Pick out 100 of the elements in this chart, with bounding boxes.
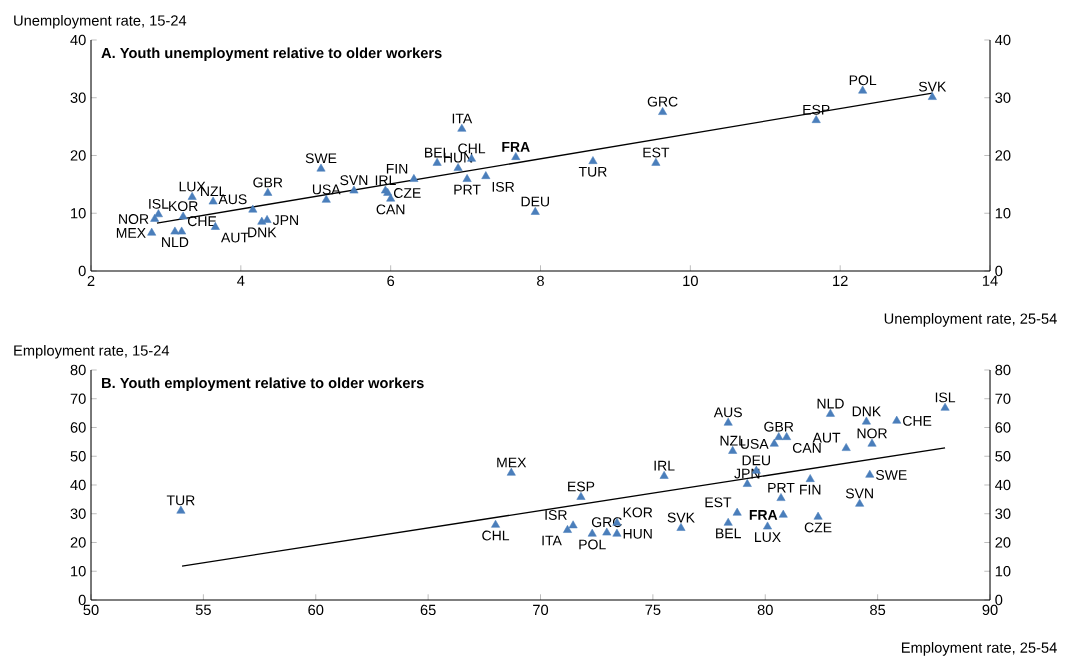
point xyxy=(811,115,821,123)
y2-tick-label: 50 xyxy=(995,450,1011,462)
y2-tick-label: 10 xyxy=(995,207,1011,219)
point xyxy=(177,226,187,235)
y2-tick-label: 20 xyxy=(995,150,1011,161)
annotation: AUS xyxy=(713,407,742,418)
y2-tick-label: 20 xyxy=(995,537,1011,548)
point xyxy=(805,474,815,482)
x-tick-label: 6 xyxy=(387,275,395,287)
chart-title: B. Youth employment relative to older workers xyxy=(102,377,424,391)
y2-tick-label: 10 xyxy=(995,565,1011,577)
annotation: HUN xyxy=(623,528,652,539)
x-tick-label: 75 xyxy=(645,604,661,615)
x-tick-label: 90 xyxy=(982,604,998,616)
annotation: KOR xyxy=(169,201,198,212)
annotation: JPN xyxy=(734,468,760,479)
annotation: PRT xyxy=(768,482,795,493)
point xyxy=(208,196,218,205)
y-tick-label: 0 xyxy=(78,594,86,606)
annotation: POL xyxy=(579,539,606,550)
annotation: AUT xyxy=(812,432,841,443)
point xyxy=(774,432,784,440)
point xyxy=(481,171,491,179)
point xyxy=(612,528,622,537)
annotation: PRT xyxy=(454,184,481,195)
point xyxy=(723,517,733,526)
annotation: LUX xyxy=(755,532,781,542)
x-tick-label: 60 xyxy=(308,604,324,616)
x-tick-label: 65 xyxy=(420,604,436,616)
annotation: IRL xyxy=(654,460,675,471)
annotation: MEX xyxy=(116,228,146,238)
point xyxy=(769,438,779,447)
x-tick-label: 8 xyxy=(537,275,544,287)
y-tick-label: 10 xyxy=(71,565,86,577)
y2-tick-label: 40 xyxy=(995,479,1011,491)
annotation: ITA xyxy=(452,113,473,124)
annotation: ITA xyxy=(542,535,562,546)
annotation: NLD xyxy=(817,398,844,409)
y2-tick-label: 70 xyxy=(995,393,1011,404)
point xyxy=(147,227,157,236)
annotation: ESP xyxy=(568,481,595,492)
point xyxy=(568,520,578,529)
annotation: FIN xyxy=(800,484,821,495)
x-tick-label: 80 xyxy=(757,604,773,616)
annotation: ISR xyxy=(545,509,567,520)
annotation: CZE xyxy=(393,188,421,198)
point xyxy=(170,226,180,235)
y-tick-label: 20 xyxy=(70,537,86,548)
annotation: SVN xyxy=(845,488,873,499)
annotation: FRA xyxy=(749,510,778,520)
x-tick-label: 2 xyxy=(87,275,95,286)
y-tick-label: 80 xyxy=(70,364,86,376)
point xyxy=(587,528,597,537)
annotation: CHE xyxy=(903,415,932,426)
y-tick-label: 40 xyxy=(70,34,86,46)
point xyxy=(409,174,419,182)
annotation: JPN xyxy=(272,215,298,225)
annotation: GRC xyxy=(647,96,678,107)
point xyxy=(841,443,851,451)
annotation: USA xyxy=(312,184,341,195)
annotation: IRL xyxy=(375,175,396,186)
annotation: CHL xyxy=(482,530,510,541)
point xyxy=(732,507,742,516)
y2-tick-label: 30 xyxy=(995,508,1011,519)
annotation: DNK xyxy=(248,227,277,238)
annotation: CAN xyxy=(376,204,405,215)
point xyxy=(178,211,188,220)
annotation: NOR xyxy=(119,213,149,224)
point xyxy=(813,511,823,520)
annotation: FIN xyxy=(386,163,408,174)
annotation: FRA xyxy=(502,141,530,152)
annotation: DNK xyxy=(852,406,882,417)
annotation: ISR xyxy=(492,181,515,192)
y-tick-label: 0 xyxy=(78,265,86,277)
point xyxy=(782,432,792,440)
annotation: CAN xyxy=(792,442,821,453)
x-tick-label: 10 xyxy=(683,275,698,287)
y2-tick-label: 60 xyxy=(995,422,1011,433)
annotation: BEL xyxy=(716,528,741,539)
point xyxy=(776,493,786,501)
y-tick-label: 70 xyxy=(70,393,86,404)
y-tick-label: 60 xyxy=(70,422,86,433)
annotation: CZE xyxy=(804,522,832,533)
annotation: EST xyxy=(643,147,670,158)
y-tick-label: 40 xyxy=(70,479,86,491)
annotation: AUS xyxy=(218,194,247,205)
x-axis-title: Employment rate, 25-54 xyxy=(901,641,1057,656)
annotation: KOR xyxy=(623,507,653,518)
x-tick-label: 4 xyxy=(237,275,245,286)
annotation: POL xyxy=(849,75,877,86)
x-axis-title: Unemployment rate, 25-54 xyxy=(884,312,1057,327)
x-tick-label: 70 xyxy=(533,604,549,616)
point xyxy=(511,152,521,160)
annotation: SVN xyxy=(340,175,368,186)
point xyxy=(778,509,788,518)
annotation: CHL xyxy=(458,143,486,154)
point xyxy=(865,469,875,478)
y-tick-label: 10 xyxy=(71,207,86,219)
y-tick-label: 50 xyxy=(70,450,86,462)
annotation: GBR xyxy=(253,177,283,188)
